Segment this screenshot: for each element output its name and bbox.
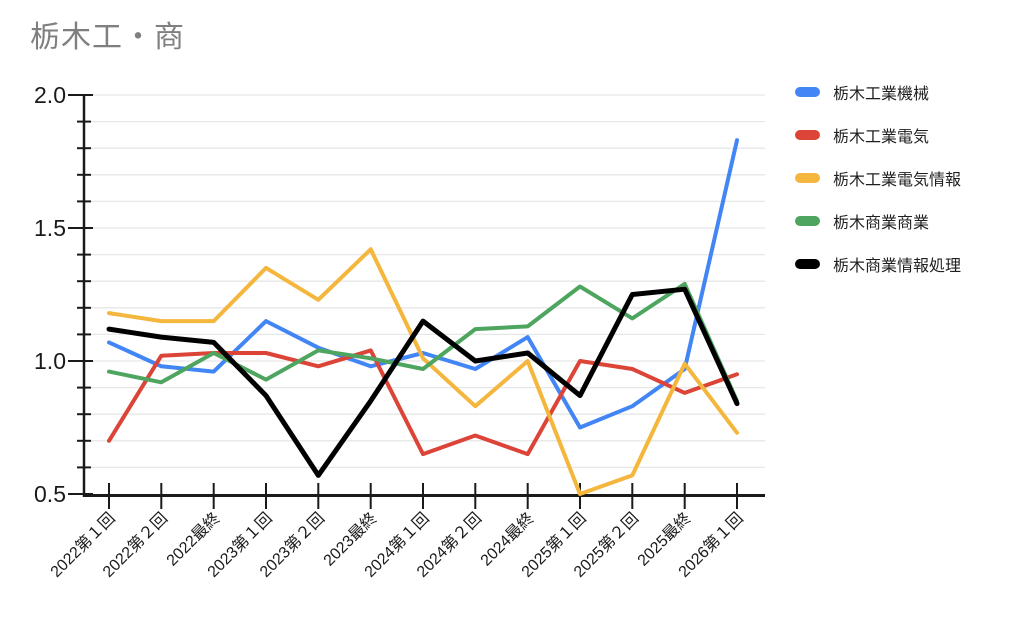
series-line-2: [107, 247, 739, 496]
legend: 栃木工業機械 栃木工業電気栃木工業電気情報 栃木商業商業栃木商業情報処理: [795, 70, 961, 285]
y-tick-label: 0.5: [34, 481, 66, 507]
legend-label: 栃木商業商業: [833, 214, 930, 232]
legend-item: 栃木工業電気: [795, 113, 961, 156]
legend-item: 栃木商業商業: [795, 199, 961, 242]
series-line-0: [107, 138, 739, 430]
legend-item: 栃木工業電気情報: [795, 156, 961, 199]
legend-label: 栃木工業電気: [833, 128, 930, 146]
legend-item: 栃木商業情報処理: [795, 242, 961, 285]
legend-label: 栃木商業情報処理: [833, 257, 962, 275]
y-tick-label: 2.0: [34, 82, 66, 108]
legend-swatch: [795, 129, 820, 140]
y-tick-label: 1.0: [34, 348, 66, 374]
legend-swatch: [795, 258, 820, 269]
series-line-1: [107, 348, 739, 457]
y-tick-label: 1.5: [34, 215, 66, 241]
legend-swatch: [795, 86, 820, 97]
legend-swatch: [795, 172, 820, 183]
legend-label: 栃木工業機械: [833, 85, 930, 103]
series-line-3: [107, 281, 739, 403]
chart-title: 栃木工・商: [30, 21, 185, 54]
legend-item: 栃木工業機械: [795, 70, 961, 113]
legend-label: 栃木工業電気情報: [833, 171, 962, 189]
series-line-4: [106, 286, 740, 478]
legend-swatch: [795, 215, 820, 226]
